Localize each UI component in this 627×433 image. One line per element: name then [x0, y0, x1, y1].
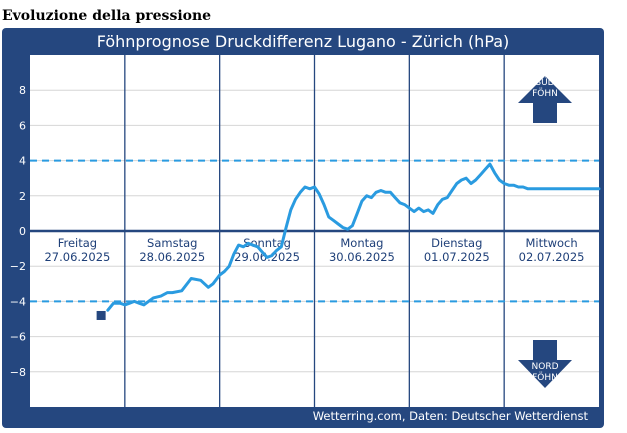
arrow-down-icon: [518, 340, 572, 388]
y-tick-label: −8: [10, 366, 26, 379]
arrow-up-icon: [518, 76, 572, 123]
y-tick-label: 4: [19, 155, 26, 168]
arrow-down-label-2: FÖHN: [532, 372, 558, 383]
y-tick-label: 6: [19, 119, 26, 132]
nord-foehn-arrow: NORD FÖHN: [518, 340, 572, 388]
day-date-label: 30.06.2025: [329, 250, 395, 264]
chart-credit: Wetterring.com, Daten: Deutscher Wetterd…: [313, 409, 589, 423]
y-tick-label: 2: [19, 190, 26, 203]
day-name-label: Samstag: [147, 236, 197, 250]
y-tick-label: 8: [19, 84, 26, 97]
day-name-label: Freitag: [58, 236, 97, 250]
series-line: [106, 162, 601, 312]
sued-foehn-arrow: SÜD FÖHN: [518, 76, 572, 123]
day-date-label: 27.06.2025: [44, 250, 110, 264]
day-name-label: Mittwoch: [525, 236, 577, 250]
start-marker: [96, 310, 106, 320]
threshold-layer: [30, 159, 599, 303]
day-date-label: 01.07.2025: [424, 250, 490, 264]
y-tick-label: −6: [10, 331, 26, 344]
chart-title: Föhnprognose Druckdifferenz Lugano - Zür…: [97, 32, 510, 51]
day-name-label: Montag: [340, 236, 383, 250]
chart-frame: Föhnprognose Druckdifferenz Lugano - Zür…: [2, 28, 604, 428]
y-tick-label: −2: [10, 260, 26, 273]
page-title: Evoluzione della pressione: [2, 8, 212, 24]
day-date-label: 28.06.2025: [139, 250, 205, 264]
pressure-chart: Föhnprognose Druckdifferenz Lugano - Zür…: [10, 32, 601, 423]
arrow-down-label-1: NORD: [532, 362, 559, 372]
y-tick-label: −4: [10, 295, 26, 308]
arrow-up-label-2: FÖHN: [532, 88, 558, 99]
day-labels: Freitag27.06.2025Samstag28.06.2025Sonnta…: [44, 236, 584, 264]
day-name-label: Dienstag: [431, 236, 482, 250]
y-axis-ticks: 8 6 4 2 0 −2 −4 −6 −8: [10, 84, 26, 379]
day-date-label: 02.07.2025: [519, 250, 585, 264]
y-tick-label: 0: [19, 225, 26, 238]
series-layer: [96, 162, 601, 320]
arrow-up-label-1: SÜD: [535, 77, 554, 88]
